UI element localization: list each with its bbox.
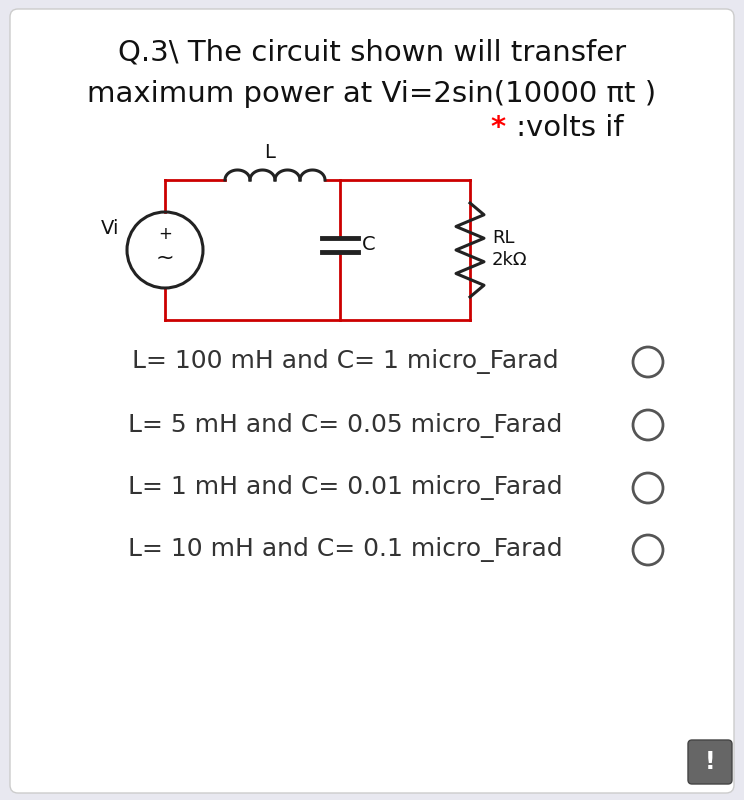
Text: maximum power at Vi=2sin(10000 πt ): maximum power at Vi=2sin(10000 πt ) [88,80,656,108]
FancyBboxPatch shape [688,740,732,784]
Text: Vi: Vi [100,218,119,238]
Text: ~: ~ [155,248,174,268]
Text: *: * [490,114,505,142]
Text: !: ! [705,750,715,774]
Text: L= 100 mH and C= 1 micro_Farad: L= 100 mH and C= 1 micro_Farad [132,350,558,374]
Text: Q.3\ The circuit shown will transfer: Q.3\ The circuit shown will transfer [118,38,626,66]
Text: L: L [265,143,275,162]
Text: :volts if: :volts if [507,114,623,142]
Text: RL: RL [492,229,515,247]
Text: L= 1 mH and C= 0.01 micro_Farad: L= 1 mH and C= 0.01 micro_Farad [128,475,562,501]
Text: +: + [158,225,172,243]
Text: L= 10 mH and C= 0.1 micro_Farad: L= 10 mH and C= 0.1 micro_Farad [128,538,562,562]
Text: 2kΩ: 2kΩ [492,251,527,269]
Text: C: C [362,235,376,254]
FancyBboxPatch shape [10,9,734,793]
Text: L= 5 mH and C= 0.05 micro_Farad: L= 5 mH and C= 0.05 micro_Farad [128,413,562,438]
